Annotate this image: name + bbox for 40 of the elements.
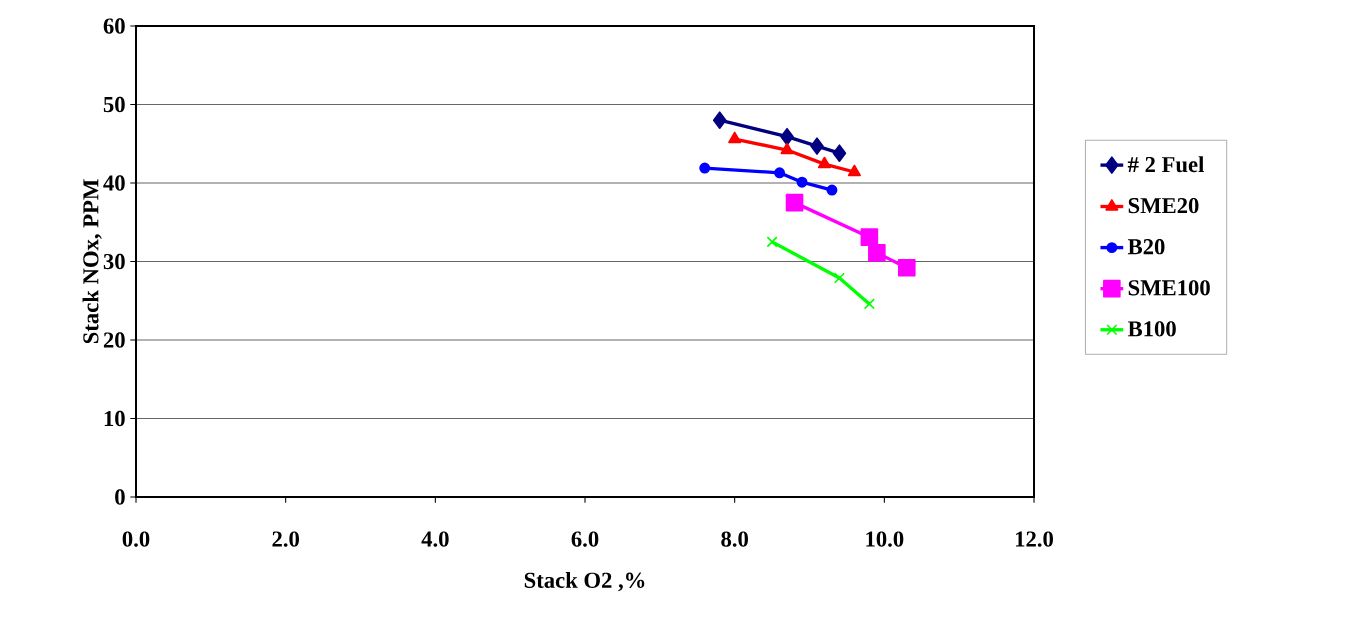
point <box>860 228 879 246</box>
y-tick-label: 20 <box>103 332 125 348</box>
point <box>810 137 824 155</box>
point <box>847 164 861 177</box>
x-tick-label: 4.0 <box>421 531 449 547</box>
legend-label: B20 <box>1127 239 1165 255</box>
x-tick-label: 10.0 <box>866 531 904 547</box>
point <box>780 127 794 146</box>
x-tick-label: 8.0 <box>721 531 748 547</box>
point <box>699 162 711 174</box>
x-tick-label: 2.0 <box>272 531 299 547</box>
legend-label: SME20 <box>1128 197 1199 214</box>
x-axis-title: Stack O2 ,% <box>524 571 645 592</box>
y-tick-label: 30 <box>103 253 125 270</box>
point <box>774 167 786 179</box>
point <box>833 272 845 284</box>
legend-label: SME100 <box>1128 280 1210 296</box>
point <box>832 144 847 162</box>
y-axis-title: Stack NOx, PPM <box>82 179 102 344</box>
y-tick-label: 40 <box>103 175 125 191</box>
y-tick-label: 10 <box>104 410 125 427</box>
y-tick-label: 0 <box>115 489 125 505</box>
legend-label: # 2 Fuel <box>1127 156 1204 173</box>
point <box>817 156 832 169</box>
point <box>712 111 727 129</box>
x-tick-label: 6.0 <box>571 531 599 547</box>
y-tick-label: 50 <box>103 96 125 113</box>
x-tick-label: 0.0 <box>122 531 150 547</box>
point <box>780 142 794 155</box>
point <box>826 184 838 196</box>
point <box>863 298 875 310</box>
x-tick-label: 12.0 <box>1015 531 1053 547</box>
point <box>897 258 916 277</box>
point <box>766 236 778 248</box>
y-tick-label: 60 <box>103 18 125 34</box>
point <box>796 176 808 188</box>
legend-label: B100 <box>1127 321 1176 337</box>
point <box>785 193 804 212</box>
point <box>728 131 742 144</box>
point <box>868 244 886 262</box>
